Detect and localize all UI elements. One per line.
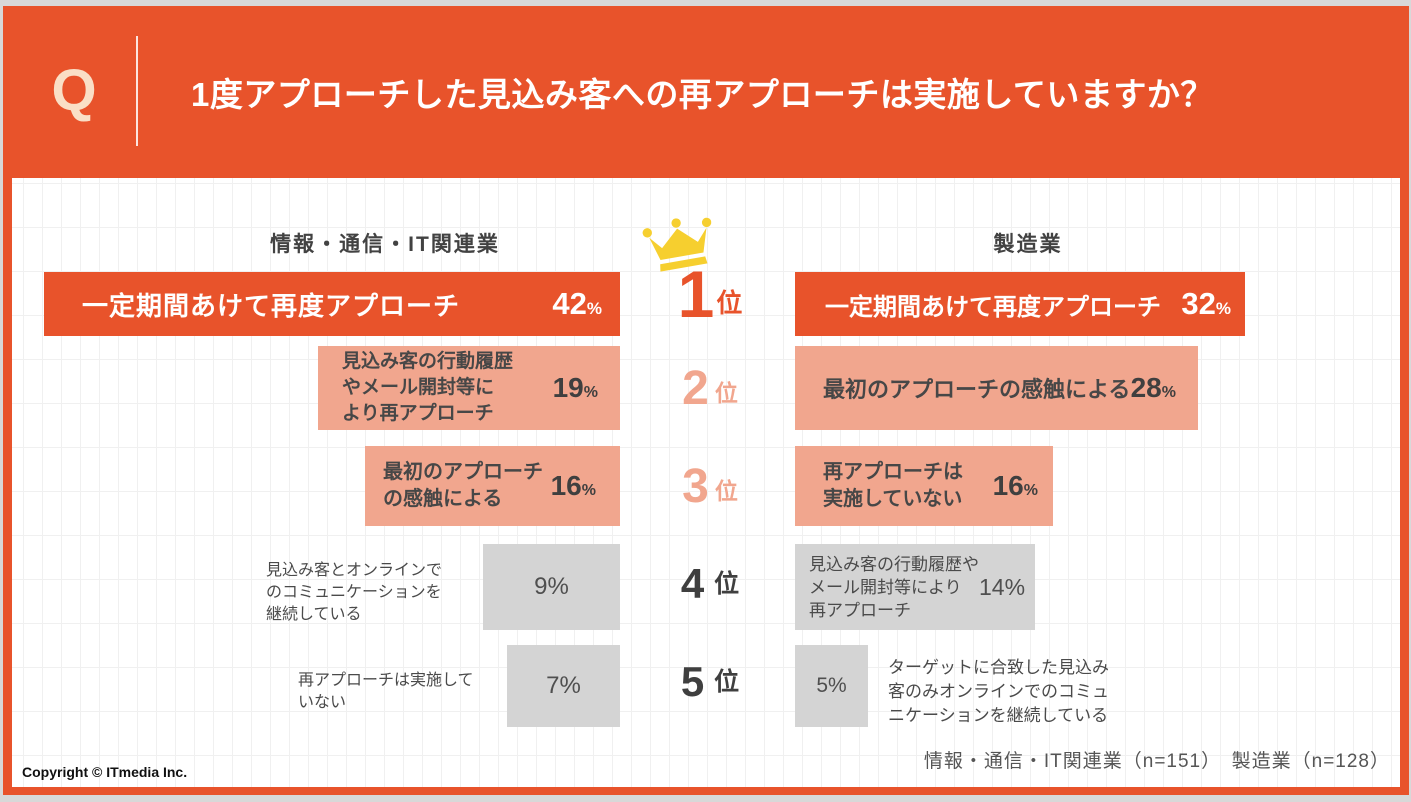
header-divider xyxy=(136,36,138,146)
bar-label: 見込み客の行動履歴や メール開封等により 再アプローチ xyxy=(809,554,979,620)
bar-value: 14% xyxy=(979,573,1026,600)
bar-left-rank5: 7% xyxy=(507,645,620,727)
bar-value: 19% xyxy=(552,372,598,403)
bar-value: 7% xyxy=(546,672,581,699)
bar-value: 5% xyxy=(816,674,847,697)
bar-value: 32% xyxy=(1181,286,1231,321)
bar-label: 一定期間あけて再度アプローチ xyxy=(82,290,461,321)
bar-right-rank5: 5% xyxy=(795,645,868,727)
bar-label: 最初のアプローチ の感触による xyxy=(383,461,543,510)
column-header-left: 情報・通信・IT関連業 xyxy=(270,233,500,256)
chart-area: 情報・通信・IT関連業 製造業 1 位 2 位 3 位 xyxy=(12,178,1400,787)
bar-left-rank4: 9% xyxy=(483,544,620,630)
rank-2-label: 2 位 xyxy=(682,362,738,416)
bar-label: 一定期間あけて再度アプローチ xyxy=(825,293,1161,321)
bar-left-rank1: 一定期間あけて再度アプローチ 42% xyxy=(44,272,620,336)
bar-label-outside-right-rank5: ターゲットに合致した見込み 客のみオンラインでのコミュ ニケーションを継続してい… xyxy=(888,658,1109,725)
bar-left-rank2: 見込み客の行動履歴 やメール開封等に より再アプローチ 19% xyxy=(318,346,620,430)
bar-right-rank1: 一定期間あけて再度アプローチ 32% xyxy=(795,272,1245,336)
bar-label-outside-left-rank5: 再アプローチは実施して いない xyxy=(298,672,474,711)
rank-5-label: 5 位 xyxy=(680,658,740,706)
bar-value: 16% xyxy=(550,470,596,501)
copyright-text: Copyright © ITmedia Inc. xyxy=(22,764,188,780)
bar-value: 28% xyxy=(1130,372,1176,403)
bar-label: 見込み客の行動履歴 やメール開封等に より再アプローチ xyxy=(342,351,514,424)
bar-label: 再アプローチは 実施していない xyxy=(823,461,963,510)
crown-icon xyxy=(642,217,712,272)
bar-value: 42% xyxy=(552,286,602,321)
bar-label: 最初のアプローチの感触による xyxy=(823,377,1131,402)
rank-1-label: 1 位 xyxy=(677,256,743,331)
bar-right-rank4: 見込み客の行動履歴や メール開封等により 再アプローチ 14% xyxy=(795,544,1035,630)
q-mark: Q xyxy=(51,58,97,123)
card-frame: Q 1度アプローチした見込み客への再アプローチは実施していますか？ 情報・通信・… xyxy=(3,6,1409,795)
bar-right-rank3: 再アプローチは 実施していない 16% xyxy=(795,446,1053,526)
bar-label-outside-left-rank4: 見込み客とオンラインで のコミュニケーションを 継続している xyxy=(266,562,443,623)
rank-4-label: 4 位 xyxy=(680,560,740,608)
sample-size-note: 情報・通信・IT関連業（n=151） 製造業（n=128） xyxy=(923,751,1390,772)
bar-value: 9% xyxy=(534,573,569,600)
rank-3-label: 3 位 xyxy=(682,460,738,514)
bar-value: 16% xyxy=(992,470,1038,501)
bar-right-rank2: 最初のアプローチの感触による 28% xyxy=(795,346,1198,430)
column-header-right: 製造業 xyxy=(993,233,1063,256)
bar-left-rank3: 最初のアプローチ の感触による 16% xyxy=(365,446,620,526)
question-title: 1度アプローチした見込み客への再アプローチは実施していますか？ xyxy=(191,76,1214,113)
